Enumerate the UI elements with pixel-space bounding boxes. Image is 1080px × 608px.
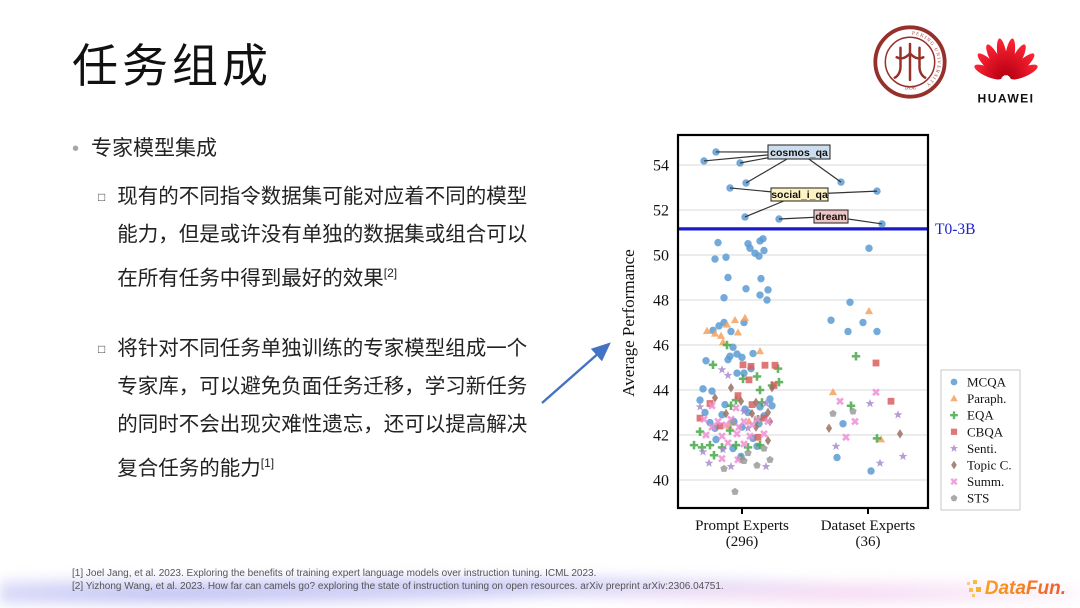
svg-text:CBQA: CBQA [967, 424, 1004, 439]
svg-text:54: 54 [653, 158, 669, 175]
annotation-cosmos_qa: cosmos_qa [770, 147, 828, 159]
pointer-arrow-icon [541, 342, 611, 404]
logo-area: PEKING UNIVERSITY 1898 [872, 24, 1054, 108]
gridlines [678, 164, 928, 481]
chart-svg: 40 42 44 46 48 50 52 54 Average Performance T0-3B… [619, 133, 1021, 550]
bullet-level1-label: 专家模型集成 [91, 137, 218, 160]
citation-ref: [2] [383, 266, 398, 280]
svg-text:48: 48 [653, 293, 669, 310]
series-EQA [689, 340, 882, 463]
svg-text:(296): (296) [726, 534, 759, 550]
footer-references: [1] Joel Jang, et al. 2023. Exploring th… [72, 567, 724, 593]
page-title: 任务组成 [72, 40, 272, 92]
bullet-sub2-text: 将针对不同任务单独训练的专家模型组成一个专家库，可以避免负面任务迁移，学习新任务… [117, 337, 528, 480]
bullet-sub2: □ 将针对不同任务单独训练的专家模型组成一个专家库，可以避免负面任务迁移，学习新… [98, 330, 558, 488]
x-axis: Prompt Experts(296) Dataset Experts(36) [695, 508, 915, 550]
svg-text:44: 44 [653, 383, 669, 400]
square-bullet-icon: □ [98, 190, 106, 204]
reference-2: [2] Yizhong Wang, et al. 2023. How far c… [72, 581, 724, 592]
svg-text:STS: STS [967, 491, 989, 506]
svg-text:42: 42 [653, 428, 669, 445]
citation-ref: [1] [260, 456, 275, 470]
svg-text:Senti.: Senti. [967, 441, 997, 456]
series-Summ. [700, 388, 880, 464]
annotation-social_i_qa: social_i_qa [771, 189, 828, 201]
svg-text:50: 50 [653, 248, 669, 265]
pku-seal-motif [893, 42, 927, 82]
datafun-logo: DataFun. [966, 578, 1066, 600]
datafun-dots-icon [966, 580, 981, 598]
svg-text:Paraph.: Paraph. [967, 391, 1006, 406]
reference-1: [1] Joel Jang, et al. 2023. Exploring th… [72, 568, 597, 579]
series-Topic C. [711, 382, 904, 446]
points-layer [689, 148, 908, 495]
bullet-dot-icon: • [72, 138, 80, 160]
datafun-wordmark: DataFun. [984, 578, 1066, 599]
svg-text:(36): (36) [856, 534, 881, 550]
svg-text:40: 40 [653, 473, 669, 490]
svg-text:52: 52 [653, 203, 669, 220]
series-Senti. [695, 365, 908, 471]
svg-text:1898: 1898 [904, 86, 916, 92]
annotation-dream: dream [815, 211, 847, 223]
svg-text:Summ.: Summ. [967, 474, 1004, 489]
svg-text:HUAWEI: HUAWEI [978, 91, 1035, 105]
huawei-petals [974, 38, 1038, 80]
series-STS [720, 407, 857, 495]
plot-border [676, 133, 930, 510]
bullet-sub1-text: 现有的不同指令数据集可能对应着不同的模型能力，但是或许没有单独的数据集或组合可以… [117, 185, 528, 290]
svg-text:EQA: EQA [967, 408, 994, 423]
performance-scatter-chart: 40 42 44 46 48 50 52 54 Average Performance T0-3B… [600, 118, 1080, 565]
square-bullet-icon: □ [98, 342, 106, 356]
svg-text:Dataset Experts: Dataset Experts [821, 518, 916, 534]
svg-text:Topic C.: Topic C. [967, 458, 1012, 473]
svg-text:46: 46 [653, 338, 669, 355]
y-axis: 40 42 44 46 48 50 52 54 Average Performance [619, 158, 669, 490]
baseline-label: T0-3B [935, 221, 975, 238]
svg-text:Prompt Experts: Prompt Experts [695, 518, 789, 534]
bullet-level1: • 专家模型集成 [72, 136, 217, 162]
huawei-logo-icon: HUAWEI [974, 38, 1038, 105]
svg-text:MCQA: MCQA [967, 375, 1007, 390]
pku-logo-icon: PEKING UNIVERSITY 1898 [873, 25, 947, 99]
bullet-sub1: □ 现有的不同指令数据集可能对应着不同的模型能力，但是或许没有单独的数据集或组合… [98, 178, 558, 298]
baseline-t0-3b: T0-3B [678, 221, 975, 238]
y-axis-title: Average Performance [619, 249, 638, 396]
